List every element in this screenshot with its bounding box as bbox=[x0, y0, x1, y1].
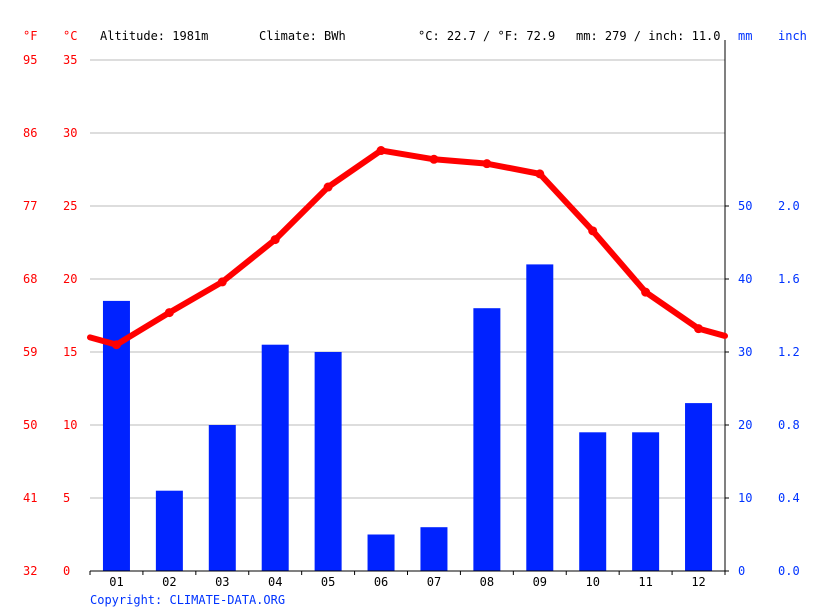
temp-point-02 bbox=[164, 308, 174, 318]
temp-point-01 bbox=[111, 340, 121, 350]
precip-bar-10 bbox=[579, 432, 607, 571]
fahrenheit-tick-label: 50 bbox=[23, 418, 37, 432]
temp-point-10 bbox=[588, 226, 598, 236]
copyright-label: Copyright: CLIMATE-DATA.ORG bbox=[90, 593, 285, 607]
celsius-tick-label: 5 bbox=[63, 491, 70, 505]
precip-bar-09 bbox=[526, 264, 554, 571]
mm-tick-label: 40 bbox=[738, 272, 752, 286]
axis-tick-labels: 0 32 5 41 10 50 15 59 20 68 25 77 30 86 35 95 0 0.0 10 0.4 2… bbox=[23, 53, 800, 589]
precip-bar-03 bbox=[208, 425, 236, 571]
inch-tick-label: 1.6 bbox=[778, 272, 800, 286]
month-tick-label: 09 bbox=[533, 575, 547, 589]
month-tick-label: 12 bbox=[691, 575, 705, 589]
fahrenheit-tick-label: 41 bbox=[23, 491, 37, 505]
mm-unit-label: mm bbox=[738, 29, 752, 43]
precip-bar-05 bbox=[314, 352, 342, 571]
inch-tick-label: 1.2 bbox=[778, 345, 800, 359]
fahrenheit-tick-label: 68 bbox=[23, 272, 37, 286]
month-tick-label: 05 bbox=[321, 575, 335, 589]
temp-point-05 bbox=[323, 182, 333, 192]
inch-tick-label: 0.0 bbox=[778, 564, 800, 578]
fahrenheit-tick-label: 95 bbox=[23, 53, 37, 67]
celsius-unit-label: °C bbox=[63, 29, 77, 43]
inch-tick-label: 0.8 bbox=[778, 418, 800, 432]
precip-bar-02 bbox=[155, 490, 183, 571]
mm-tick-label: 30 bbox=[738, 345, 752, 359]
celsius-tick-label: 30 bbox=[63, 126, 77, 140]
month-tick-label: 11 bbox=[638, 575, 652, 589]
celsius-tick-label: 35 bbox=[63, 53, 77, 67]
celsius-tick-label: 10 bbox=[63, 418, 77, 432]
fahrenheit-tick-label: 32 bbox=[23, 564, 37, 578]
precip-bar-12 bbox=[685, 403, 713, 571]
precip-bar-04 bbox=[261, 344, 289, 571]
temp-point-06 bbox=[376, 146, 386, 156]
month-tick-label: 08 bbox=[480, 575, 494, 589]
month-tick-label: 06 bbox=[374, 575, 388, 589]
precipitation-summary: mm: 279 / inch: 11.0 bbox=[576, 29, 721, 43]
inch-tick-label: 0.4 bbox=[778, 491, 800, 505]
precip-bar-07 bbox=[420, 527, 448, 571]
inch-tick-label: 2.0 bbox=[778, 199, 800, 213]
month-tick-label: 03 bbox=[215, 575, 229, 589]
month-tick-label: 10 bbox=[585, 575, 599, 589]
month-tick-label: 01 bbox=[109, 575, 123, 589]
climate-label: Climate: BWh bbox=[259, 29, 346, 43]
precip-bar-06 bbox=[367, 534, 395, 571]
fahrenheit-unit-label: °F bbox=[23, 29, 37, 43]
celsius-tick-label: 0 bbox=[63, 564, 70, 578]
temp-point-07 bbox=[429, 154, 439, 164]
month-tick-label: 02 bbox=[162, 575, 176, 589]
temperature-polyline bbox=[87, 147, 728, 348]
temp-point-11 bbox=[641, 287, 651, 297]
mm-tick-label: 50 bbox=[738, 199, 752, 213]
precipitation-bars bbox=[102, 264, 713, 571]
celsius-tick-label: 15 bbox=[63, 345, 77, 359]
mm-tick-label: 20 bbox=[738, 418, 752, 432]
fahrenheit-tick-label: 86 bbox=[23, 126, 37, 140]
altitude-label: Altitude: 1981m bbox=[100, 29, 208, 43]
fahrenheit-tick-label: 59 bbox=[23, 345, 37, 359]
temperature-summary: °C: 22.7 / °F: 72.9 bbox=[418, 29, 555, 43]
temp-point-04 bbox=[270, 235, 280, 245]
temp-point-12 bbox=[694, 324, 704, 334]
temperature-line bbox=[87, 146, 728, 350]
celsius-tick-label: 25 bbox=[63, 199, 77, 213]
celsius-tick-label: 20 bbox=[63, 272, 77, 286]
temp-point-08 bbox=[482, 159, 492, 169]
fahrenheit-tick-label: 77 bbox=[23, 199, 37, 213]
inch-unit-label: inch bbox=[778, 29, 807, 43]
mm-tick-label: 0 bbox=[738, 564, 745, 578]
precip-bar-11 bbox=[632, 432, 660, 571]
month-tick-label: 04 bbox=[268, 575, 282, 589]
grid-lines bbox=[90, 59, 725, 499]
month-tick-label: 07 bbox=[427, 575, 441, 589]
axes bbox=[89, 40, 729, 575]
precip-bar-08 bbox=[473, 308, 501, 571]
mm-tick-label: 10 bbox=[738, 491, 752, 505]
temp-point-03 bbox=[217, 277, 227, 287]
temp-point-09 bbox=[535, 169, 545, 179]
